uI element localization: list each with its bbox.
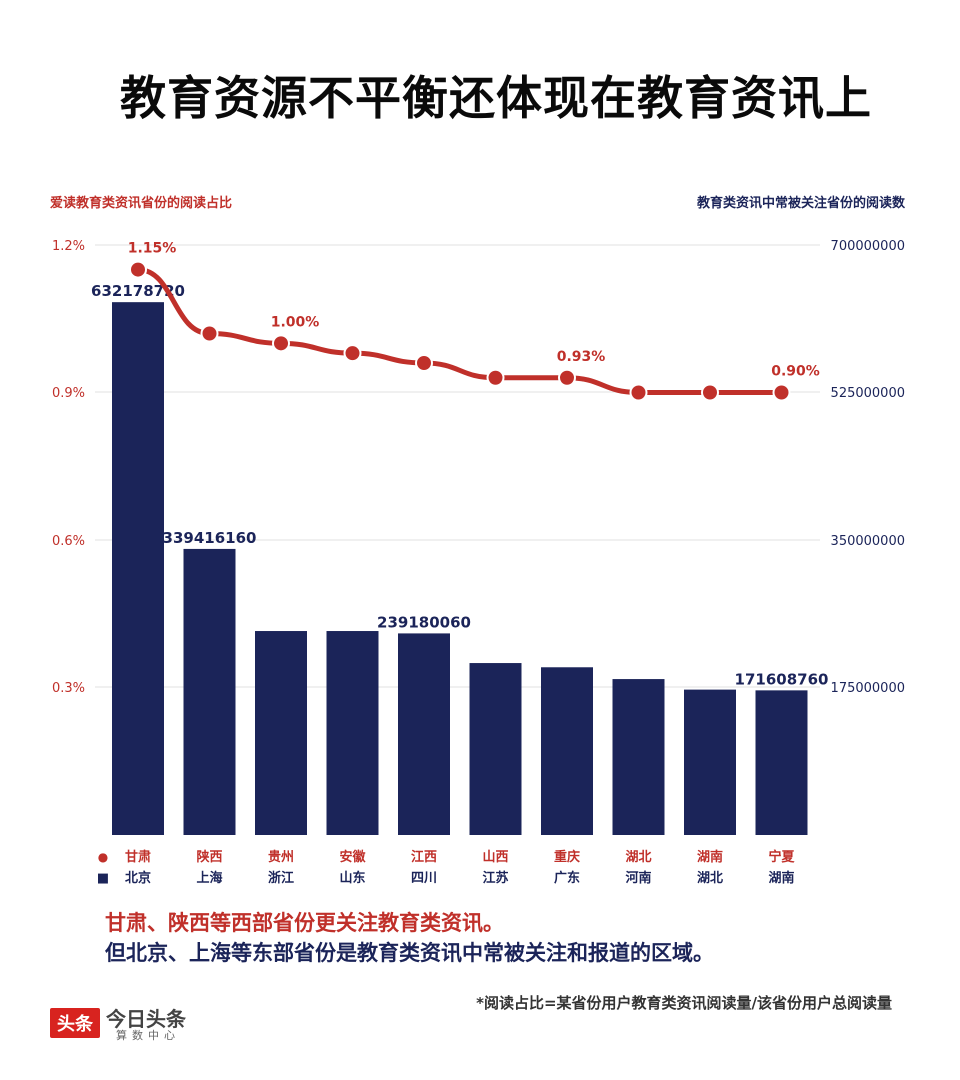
ratio-value-label: 0.93%: [557, 349, 606, 365]
bar-0: [112, 302, 164, 835]
bar-5: [469, 663, 522, 835]
bar-value-label: 632178720: [91, 282, 185, 300]
bar-value-label: 239180060: [377, 613, 471, 631]
bar-category-label: 湖南: [768, 870, 794, 886]
bar-4: [398, 633, 450, 835]
left-tick-label: 0.3%: [52, 681, 85, 696]
bar-value-label: 339416160: [163, 529, 257, 547]
bar-category-label: 浙江: [268, 870, 294, 886]
right-tick-label: 175000000: [831, 681, 905, 696]
bar-7: [612, 679, 665, 835]
bar-9: [755, 690, 808, 835]
ratio-value-label: 0.90%: [771, 364, 820, 380]
bar-category-label: 广东: [554, 870, 580, 886]
logo-subtitle: 算数中心: [116, 1029, 180, 1042]
line-category-label: 重庆: [554, 849, 580, 865]
legend-line-marker: ●: [98, 850, 108, 864]
left-tick-label: 0.6%: [52, 534, 85, 549]
ratio-point-9: [772, 383, 791, 402]
right-tick-label: 350000000: [831, 534, 905, 549]
note-west: 甘肃、陕西等西部省份更关注教育类资讯。: [105, 911, 504, 935]
bar-6: [541, 667, 593, 835]
bar-category-label: 湖北: [697, 871, 723, 886]
ratio-line: [135, 267, 784, 396]
bar-1: [183, 548, 236, 835]
ratio-point-1: [200, 324, 219, 343]
bar-category-label: 上海: [196, 870, 222, 886]
left-axis-title: 爱读教育类资讯省份的阅读占比: [50, 196, 233, 211]
line-category-label: 山西: [482, 849, 508, 865]
ratio-point-7: [629, 383, 648, 402]
line-category-label: 甘肃: [125, 849, 151, 865]
line-category-label: 江西: [411, 849, 437, 865]
bar-8: [684, 689, 736, 835]
ratio-point-8: [701, 383, 719, 402]
line-category-label: 宁夏: [768, 849, 795, 865]
right-tick-label: 525000000: [831, 386, 905, 401]
logo-name: 今日头条: [106, 1007, 186, 1031]
line-category-label: 安徽: [339, 849, 366, 865]
ratio-point-3: [343, 344, 362, 363]
combo-chart: 1.2% 0.9% 0.6% 0.3% 700000000 525000000 350000…: [52, 239, 905, 886]
ratio-point-6: [558, 368, 576, 387]
ratio-point-4: [415, 354, 433, 372]
line-category-label: 陕西: [196, 849, 222, 865]
ratio-point-0: [129, 260, 147, 279]
ratio-point-5: [486, 368, 505, 387]
right-tick-label: 700000000: [831, 239, 905, 254]
right-axis-title: 教育类资讯中常被关注省份的阅读数: [696, 196, 905, 211]
left-tick-label: 0.9%: [52, 386, 85, 401]
bar-category-label: 四川: [411, 871, 437, 886]
bar-category-label: 江苏: [482, 870, 508, 886]
bar-3: [326, 631, 379, 835]
toutiao-logo-badge: 头条: [50, 1008, 100, 1038]
ratio-value-label: 1.15%: [128, 241, 177, 257]
bar-value-label: 171608760: [735, 670, 829, 688]
bar-2: [255, 631, 307, 835]
footnote: *阅读占比=某省份用户教育类资讯阅读量/该省份用户总阅读量: [476, 994, 892, 1012]
note-east: 但北京、上海等东部省份是教育类资讯中常被关注和报道的区域。: [105, 941, 714, 965]
legend-bar-marker: ■: [97, 871, 109, 886]
bar-category-label: 北京: [125, 870, 151, 886]
bar-category-label: 河南: [625, 870, 651, 886]
line-category-label: 湖南: [697, 849, 723, 865]
left-tick-label: 1.2%: [52, 239, 85, 254]
ratio-value-label: 1.00%: [271, 314, 320, 330]
ratio-point-2: [272, 334, 290, 353]
page-title: 教育资源不平衡还体现在教育资讯上: [120, 71, 872, 125]
line-category-label: 湖北: [625, 850, 651, 865]
bar-category-label: 山东: [339, 870, 365, 886]
line-category-label: 贵州: [268, 849, 294, 865]
